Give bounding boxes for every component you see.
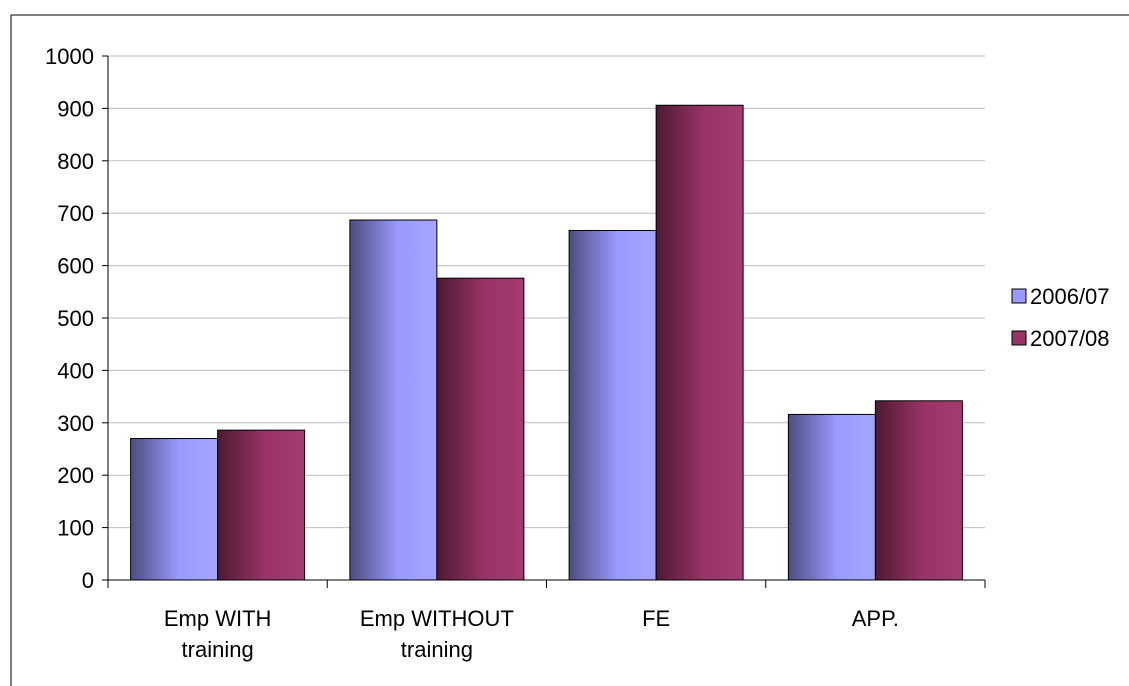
bars (130, 104, 963, 581)
x-category-label: FE (642, 606, 670, 631)
bar-series-2 (436, 277, 525, 581)
bar-series-1 (568, 229, 657, 581)
x-category-label: Emp WITHOUT (360, 606, 514, 631)
x-category-labels: Emp WITH training Emp WITHOUT training FE APP… (164, 606, 899, 662)
y-tick-label: 700 (57, 201, 94, 226)
legend-label: 2006/07 (1030, 284, 1110, 309)
bar-series-2 (217, 429, 306, 581)
bar-series-1 (787, 413, 876, 581)
legend-label: 2007/08 (1030, 326, 1110, 351)
x-category-label: Emp WITH (164, 606, 272, 631)
bar-series-2 (874, 400, 963, 581)
x-category-label: APP. (852, 606, 899, 631)
y-tick-label: 400 (57, 358, 94, 383)
bar-series-2 (655, 104, 744, 581)
y-tick-labels: 0 100 200 300 400 500 600 700 800 900 1000 (45, 44, 94, 593)
y-tick-label: 0 (82, 568, 94, 593)
bar-series-1 (130, 438, 219, 581)
y-tick-label: 900 (57, 96, 94, 121)
y-tick-label: 300 (57, 411, 94, 436)
y-tick-label: 600 (57, 254, 94, 279)
y-tick-label: 1000 (45, 44, 94, 69)
bar-series-1 (349, 219, 438, 581)
axes (102, 55, 986, 588)
y-tick-label: 200 (57, 463, 94, 488)
y-tick-label: 100 (57, 516, 94, 541)
x-category-label: training (401, 637, 473, 662)
legend: 2006/07 2007/08 (1011, 284, 1110, 351)
y-tick-label: 500 (57, 306, 94, 331)
x-category-label: training (182, 637, 254, 662)
y-tick-label: 800 (57, 149, 94, 174)
legend-swatch (1011, 330, 1027, 346)
legend-swatch (1011, 288, 1027, 304)
